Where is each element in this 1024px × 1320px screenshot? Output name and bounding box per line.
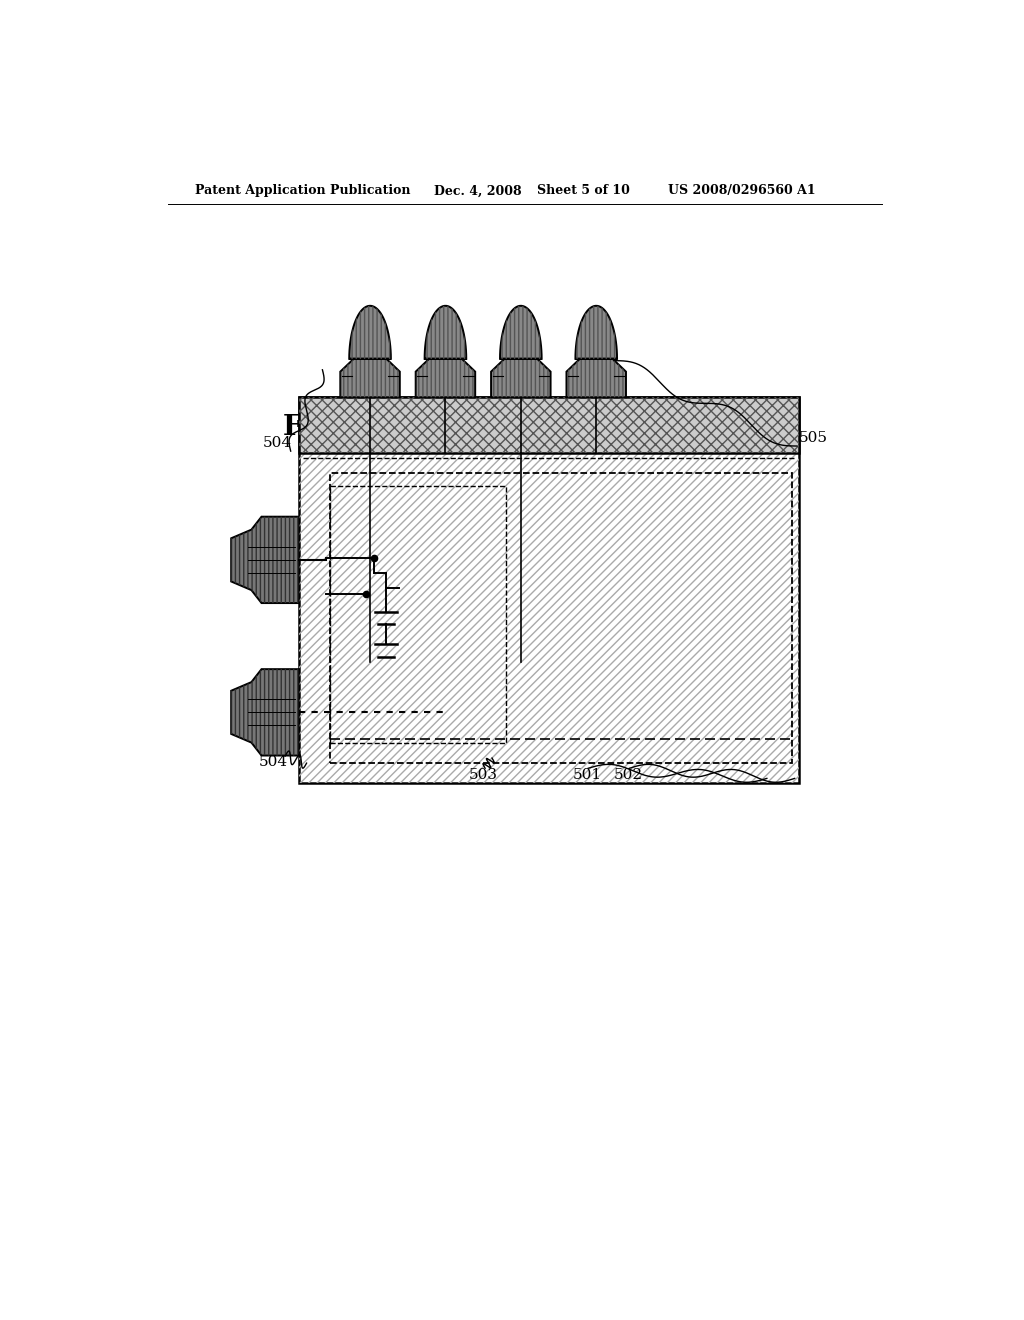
Polygon shape (575, 306, 617, 359)
Text: Dec. 4, 2008: Dec. 4, 2008 (433, 185, 521, 198)
Bar (331, 486, 506, 743)
Bar (299, 397, 799, 453)
Polygon shape (340, 359, 399, 397)
Polygon shape (231, 669, 299, 755)
Polygon shape (492, 359, 551, 397)
Polygon shape (566, 359, 626, 397)
Polygon shape (500, 306, 542, 359)
Bar (299, 397, 799, 784)
Polygon shape (231, 516, 299, 603)
Text: 501: 501 (572, 768, 601, 783)
Text: 504: 504 (263, 436, 292, 450)
Text: 504: 504 (259, 755, 288, 770)
Text: Sheet 5 of 10: Sheet 5 of 10 (537, 185, 630, 198)
Polygon shape (425, 306, 466, 359)
Text: 502: 502 (613, 768, 643, 783)
Text: 503: 503 (469, 768, 499, 783)
Polygon shape (416, 359, 475, 397)
Text: US 2008/0296560 A1: US 2008/0296560 A1 (668, 185, 815, 198)
Bar (299, 397, 799, 784)
Text: 505: 505 (799, 430, 827, 445)
Text: Patent Application Publication: Patent Application Publication (196, 185, 411, 198)
Polygon shape (349, 306, 391, 359)
Bar (299, 397, 799, 453)
Bar (331, 474, 793, 763)
Text: FIG.5: FIG.5 (283, 414, 367, 441)
